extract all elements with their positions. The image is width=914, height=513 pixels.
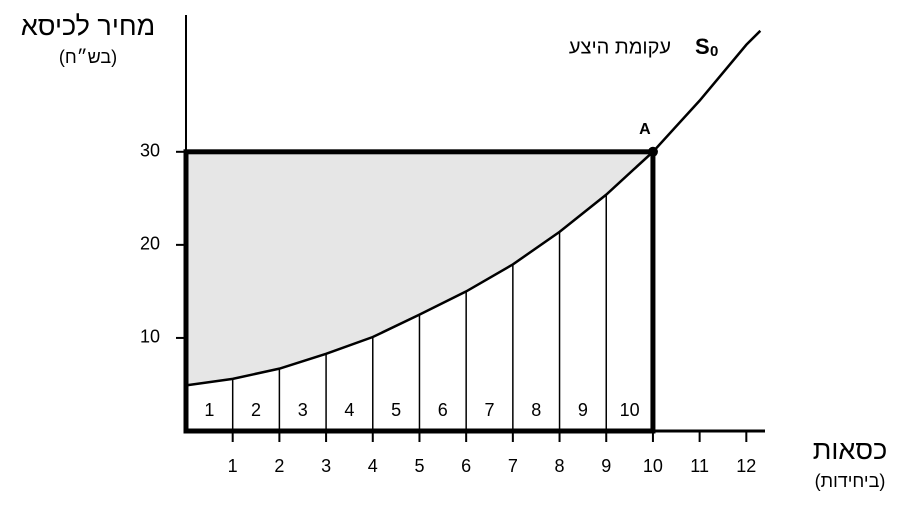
point-a	[647, 146, 658, 157]
x-tick-label: 6	[461, 456, 471, 476]
y-tick-label: 30	[140, 141, 160, 161]
x-tick-label: 7	[508, 456, 518, 476]
segment-label: 4	[344, 400, 354, 420]
segment-label: 9	[578, 400, 588, 420]
x-tick-label: 9	[601, 456, 611, 476]
x-axis-unit: (ביחידות)	[815, 471, 886, 491]
segment-label: 8	[531, 400, 541, 420]
x-tick-label: 2	[274, 456, 284, 476]
segment-label: 6	[438, 400, 448, 420]
segment-label: 1	[204, 400, 214, 420]
point-label: A	[639, 121, 651, 138]
segment-label: 10	[620, 400, 640, 420]
y-tick-label: 20	[140, 234, 160, 254]
segment-label: 3	[298, 400, 308, 420]
y-axis-label: מחיר לכיסא	[21, 11, 155, 41]
x-tick-label: 8	[555, 456, 565, 476]
x-tick-label: 10	[643, 456, 663, 476]
x-tick-label: 4	[368, 456, 378, 476]
x-tick-label: 1	[228, 456, 238, 476]
x-tick-label: 3	[321, 456, 331, 476]
segment-label: 2	[251, 400, 261, 420]
x-tick-label: 11	[690, 456, 709, 476]
curve-name: עקומת היצע	[569, 36, 671, 58]
x-tick-label: 12	[736, 456, 756, 476]
y-axis-unit: (בש״ח)	[59, 47, 117, 67]
shaded-area	[186, 151, 653, 386]
curve-symbol: S	[695, 34, 710, 59]
supply-curve	[185, 29, 762, 387]
y-tick-label: 10	[140, 327, 160, 347]
segment-label: 5	[391, 400, 401, 420]
curve-symbol-sub: 0	[710, 43, 718, 60]
x-tick-label: 5	[414, 456, 424, 476]
segment-label: 7	[485, 400, 495, 420]
x-axis-label: כסאות	[813, 435, 888, 465]
